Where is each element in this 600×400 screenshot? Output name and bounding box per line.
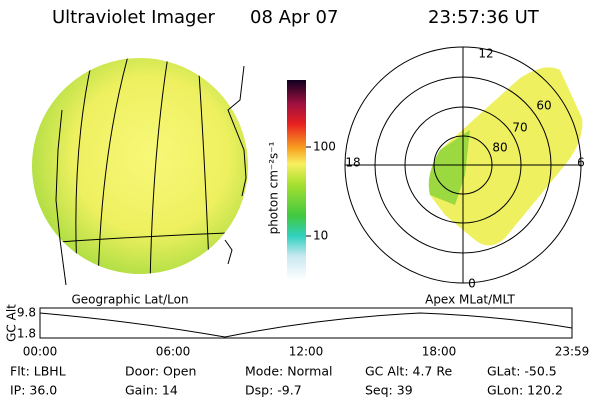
info-field: Door: Open (125, 364, 196, 379)
mlt-label: 12 (478, 47, 493, 61)
info-panel: Flt: LBHL Door: Open Mode: Normal GC Alt: 4… (10, 364, 563, 398)
info-field: GC Alt: 4.7 Re (365, 364, 452, 379)
info-field: Mode: Normal (245, 364, 332, 379)
date: 08 Apr 07 (250, 7, 338, 28)
meridian (97, 58, 129, 274)
altitude-frame (39, 307, 573, 339)
info-field: IP: 36.0 (10, 383, 57, 398)
title: Ultraviolet Imager (52, 7, 216, 28)
y-tick-label: 9.8 (17, 306, 36, 320)
x-tick-label: 00:00 (23, 345, 58, 359)
earth-disk (32, 58, 248, 274)
geo-image (32, 58, 248, 286)
coastline (55, 65, 247, 286)
mlt-label: 0 (468, 277, 476, 291)
mlat-label: 70 (512, 121, 527, 135)
polar-label: Apex MLat/MLT (425, 293, 515, 307)
info-field: GLon: 120.2 (487, 383, 563, 398)
colorbar-tick-label: 100 (313, 140, 336, 154)
x-tick-label: 23:59 (555, 345, 590, 359)
x-tick-label: 18:00 (422, 345, 457, 359)
info-field: Seq: 39 (365, 383, 413, 398)
x-ticks: 00:00 06:00 12:00 18:00 23:59 (23, 345, 590, 359)
mlt-label: 18 (345, 156, 360, 170)
altitude-axis-label: GC Alt (5, 304, 19, 342)
mlat-label: 60 (536, 99, 551, 113)
y-tick-label: 1.8 (17, 327, 36, 341)
info-field: Gain: 14 (125, 383, 178, 398)
x-tick-label: 12:00 (289, 345, 324, 359)
colorbar-tick-label: 10 (313, 229, 328, 243)
meridian (149, 58, 169, 274)
auroral-oval (428, 67, 583, 246)
mlat-label: 80 (492, 141, 507, 155)
time: 23:57:36 UT (428, 7, 540, 28)
mlt-label: 6 (577, 156, 585, 170)
altitude-curve (39, 312, 573, 338)
colorbar-label: photon cm⁻²s⁻¹ (267, 141, 281, 234)
info-field: Dsp: -9.7 (245, 383, 302, 398)
polar-image (344, 46, 583, 284)
x-tick-label: 06:00 (156, 345, 191, 359)
auroral-oval-edge (428, 130, 470, 205)
info-field: GLat: -50.5 (487, 364, 557, 379)
colorbar (287, 80, 306, 280)
info-field: Flt: LBHL (10, 364, 66, 379)
geo-label: Geographic Lat/Lon (71, 293, 188, 307)
